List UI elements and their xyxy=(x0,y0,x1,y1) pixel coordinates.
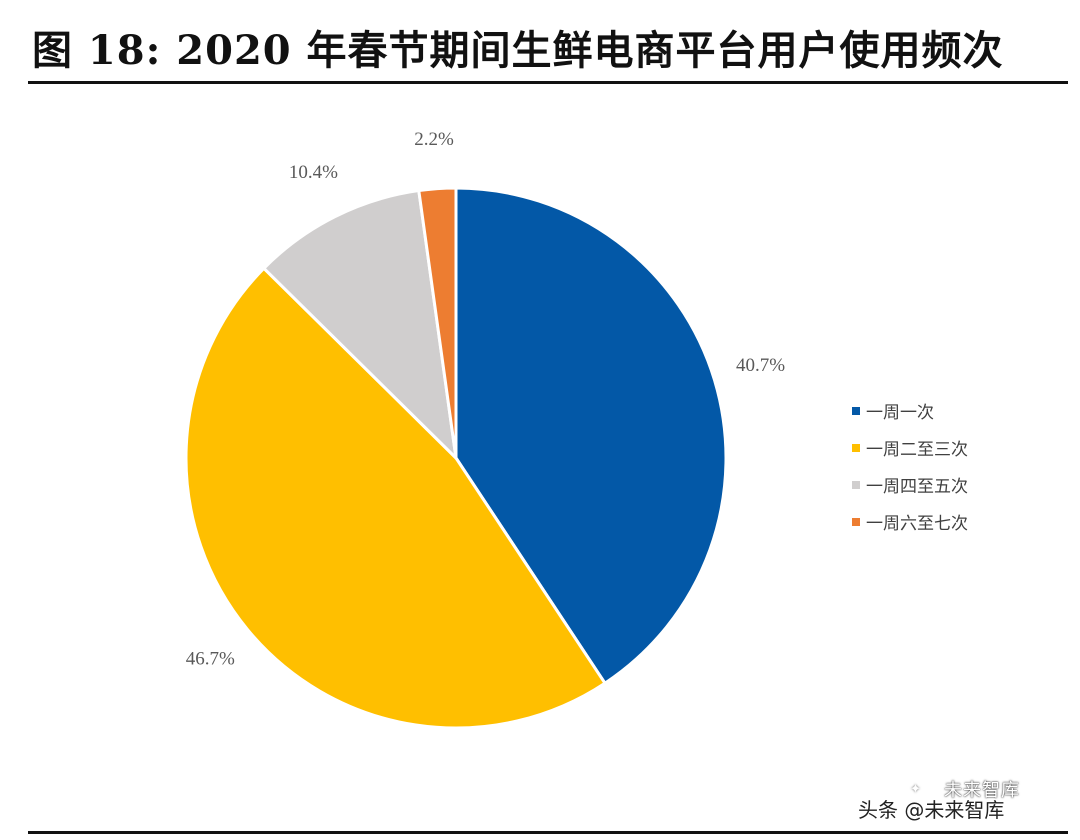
pie-slice-six-seven xyxy=(417,186,458,460)
watermark-source: 头条 @未来智库 xyxy=(858,798,1005,822)
legend-label: 一周二至三次 xyxy=(866,440,968,460)
legend-item-four-five: 一周四至五次 xyxy=(852,466,968,503)
data-label-two-three: 46.7% xyxy=(186,648,235,669)
legend-swatch xyxy=(852,406,860,415)
pie-slice-two-three xyxy=(184,266,607,730)
title-divider xyxy=(28,81,1068,84)
chart-legend: 一周一次 一周二至三次 一周四至五次 一周六至七次 xyxy=(852,392,968,540)
legend-swatch xyxy=(852,517,860,526)
legend-item-once: 一周一次 xyxy=(852,392,968,429)
data-label-six-seven: 2.2% xyxy=(414,129,454,150)
watermark: ✦ 未来智库 头条 @未来智库 xyxy=(858,774,1068,824)
legend-label: 一周四至五次 xyxy=(866,477,968,497)
watermark-logo-icon: ✦ xyxy=(910,782,921,797)
legend-label: 一周一次 xyxy=(866,403,934,423)
legend-swatch xyxy=(852,480,860,489)
pie-slice-four-five xyxy=(262,189,458,460)
legend-item-six-seven: 一周六至七次 xyxy=(852,503,968,540)
legend-label: 一周六至七次 xyxy=(866,514,968,534)
bottom-divider xyxy=(28,831,1068,834)
chart-title: 图 18: 2020 年春节期间生鲜电商平台用户使用频次 xyxy=(32,27,1004,74)
legend-swatch xyxy=(852,443,860,452)
legend-item-two-three: 一周二至三次 xyxy=(852,429,968,466)
watermark-account: 未来智库 xyxy=(944,780,1020,801)
pie-data-labels: 40.7% 46.7% 10.4% 2.2% xyxy=(186,129,785,669)
pie-slices xyxy=(184,186,728,730)
data-label-once: 40.7% xyxy=(736,355,785,376)
data-label-four-five: 10.4% xyxy=(289,162,338,183)
